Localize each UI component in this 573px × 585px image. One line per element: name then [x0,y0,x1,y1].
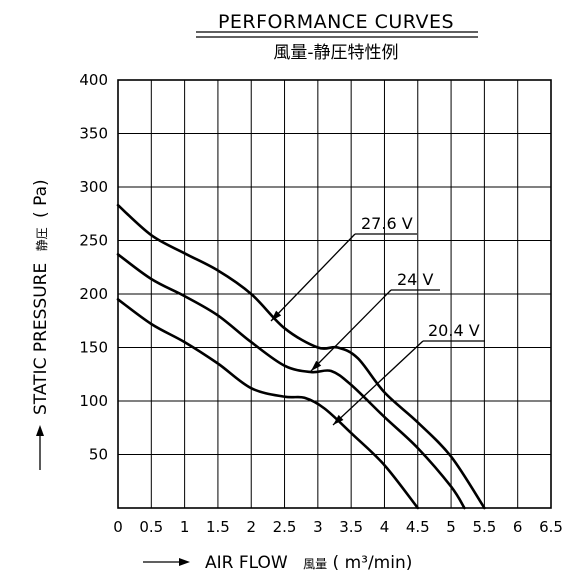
x-tick-label: 4 [380,518,390,536]
series-label-arrowhead [311,360,322,371]
curve-layer [116,203,486,510]
x-axis-label-text: AIR FLOW 風量 ( m³/min) [205,553,412,573]
y-tick-label: 50 [89,446,108,464]
series-label-0: 27.6 V [270,214,417,322]
series-label-1: 24 V [310,270,440,372]
x-tick-label: 0.5 [139,518,163,536]
y-tick-label: 400 [79,71,108,89]
x-tick-label: 4.5 [406,518,430,536]
y-axis-arrow-head [36,425,44,436]
series-label-text: 27.6 V [361,214,413,233]
x-tick-label: 5 [446,518,456,536]
y-axis-label-text: STATIC PRESSURE 静圧 ( Pa) [31,179,51,415]
series-label-text: 24 V [397,270,433,289]
series-label-leader [270,233,356,322]
x-axis-label: AIR FLOW 風量 ( m³/min) [143,553,412,573]
y-tick-label: 200 [79,285,108,303]
x-axis-arrow-head [179,558,190,566]
tick-label-layer: 0 0.5 1 1.5 2 2.5 3 3.5 4 4.5 5 5.5 6 6.5 50 100 150 200 2… [79,71,563,536]
y-axis-label-jp: 静圧 [35,227,49,251]
y-tick-label: 300 [79,178,108,196]
y-axis-label-unit: ( Pa) [31,179,51,218]
y-axis-label: STATIC PRESSURE 静圧 ( Pa) [31,179,51,470]
series-curve-2 [116,298,420,510]
x-tick-label: 5.5 [472,518,496,536]
series-label-2: 20.4 V [332,321,485,426]
series-label-leader [310,289,392,372]
y-axis-label-en: STATIC PRESSURE [31,263,51,415]
series-curve-0 [116,203,486,510]
plot-grid [117,79,552,509]
y-tick-label: 150 [79,339,108,357]
series-label-text: 20.4 V [428,321,480,340]
x-tick-label: 2 [246,518,256,536]
x-axis-label-en: AIR FLOW [205,553,288,573]
chart-title: PERFORMANCE CURVES [218,11,454,33]
x-tick-label: 6.5 [539,518,563,536]
x-tick-label: 1.5 [206,518,230,536]
y-tick-label: 100 [79,392,108,410]
series-label-layer: 27.6 V 24 V 20.4 V [270,214,485,426]
plot-frame [117,79,552,509]
x-tick-label: 3 [313,518,323,536]
chart-subtitle: 風量-静圧特性例 [273,43,398,63]
series-curve-1 [116,253,466,510]
x-axis-label-jp: 風量 [303,557,327,571]
y-tick-label: 350 [79,125,108,143]
x-tick-label: 0 [113,518,123,536]
x-tick-label: 6 [513,518,523,536]
x-axis-label-unit: ( m³/min) [333,553,413,573]
series-label-arrowhead [271,310,282,321]
series-label-leader [332,340,424,426]
x-tick-label: 3.5 [339,518,363,536]
series-label-arrowhead [333,414,344,425]
y-tick-label: 250 [79,232,108,250]
x-tick-label: 1 [180,518,190,536]
x-tick-label: 2.5 [273,518,297,536]
